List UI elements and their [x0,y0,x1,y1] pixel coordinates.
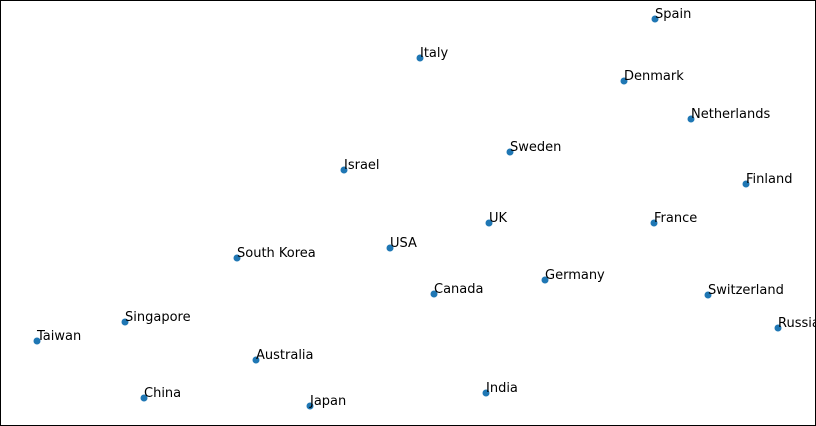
point-label-australia: Australia [256,348,314,363]
point-sweden [506,148,514,156]
point-label-france: France [654,211,697,226]
point-india [482,389,490,397]
point-label-singapore: Singapore [125,310,191,325]
point-italy [416,54,424,62]
point-russia [774,324,782,332]
point-label-india: India [486,381,518,396]
point-finland [742,180,750,188]
point-label-spain: Spain [655,7,691,22]
point-label-china: China [144,386,181,401]
point-israel [340,166,348,174]
point-germany [541,276,549,284]
point-label-taiwan: Taiwan [36,329,81,344]
point-switzerland [704,291,712,299]
point-spain [651,15,659,23]
point-label-denmark: Denmark [624,69,684,84]
point-label-canada: Canada [434,282,483,297]
point-south-korea [233,254,241,262]
point-label-switzerland: Switzerland [708,283,784,298]
point-canada [430,290,438,298]
point-denmark [620,77,628,85]
point-netherlands [687,115,695,123]
point-australia [252,356,260,364]
point-usa [386,244,394,252]
point-uk [485,219,493,227]
point-label-sweden: Sweden [510,140,561,155]
point-label-finland: Finland [746,172,792,187]
point-japan [306,402,314,410]
point-label-italy: Italy [420,46,449,61]
point-singapore [121,318,129,326]
point-label-japan: Japan [309,394,346,409]
point-france [650,219,658,227]
point-china [140,394,148,402]
point-label-germany: Germany [545,268,605,283]
point-label-uk: UK [489,211,508,226]
point-label-usa: USA [390,236,417,251]
point-taiwan [33,337,41,345]
point-label-russia: Russia [778,316,815,331]
point-label-israel: Israel [344,158,380,173]
point-label-netherlands: Netherlands [691,107,770,122]
point-label-south-korea: South Korea [237,246,316,261]
